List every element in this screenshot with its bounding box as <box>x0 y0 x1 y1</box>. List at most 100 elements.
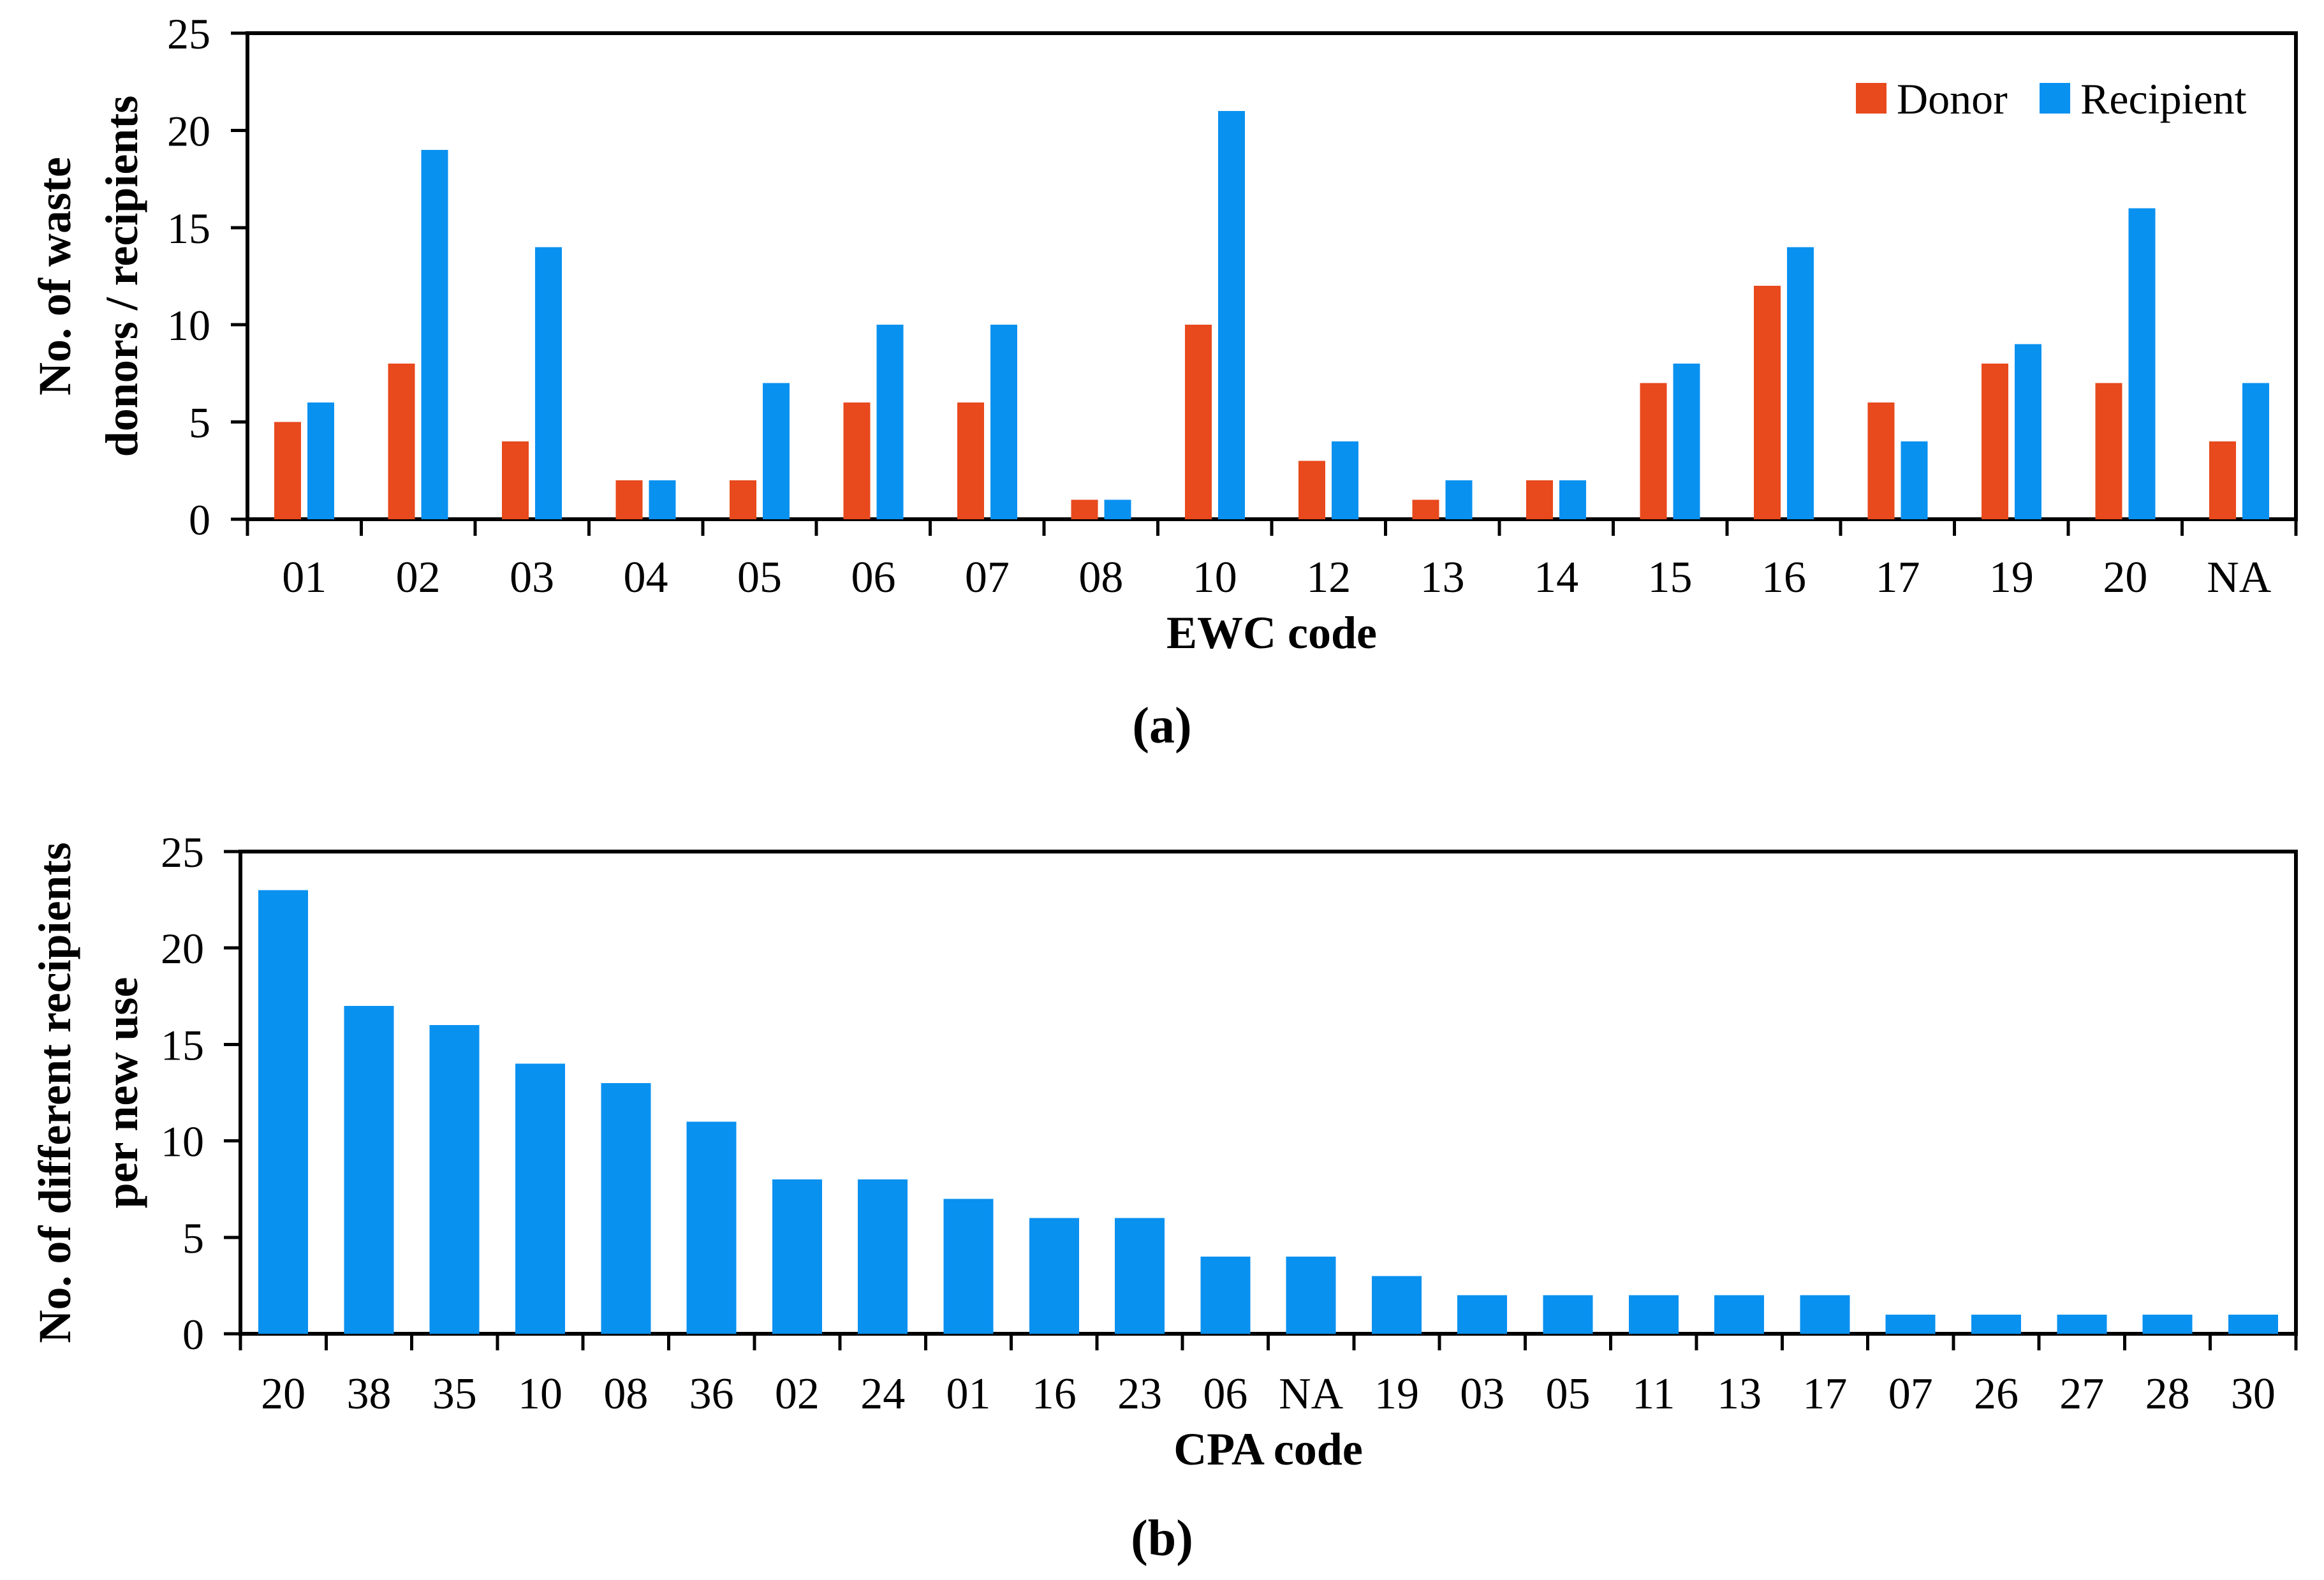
chart-a-bar-recipient-13 <box>1445 480 1473 519</box>
chart-a-bar-recipient-01 <box>307 402 335 519</box>
chart-b-xtick-label-17: 17 <box>1802 1370 1847 1419</box>
chart-a-xtick-label-15: 15 <box>1648 553 1693 602</box>
chart-b-xtick-label-38: 38 <box>346 1370 391 1419</box>
chart-b-ylabel-line-2: per new use <box>96 977 147 1209</box>
chart-a-bar-recipient-07 <box>990 325 1017 519</box>
chart-b-ytick-label-25: 25 <box>161 828 204 876</box>
chart-a-xtick-label-19: 19 <box>1989 553 2034 602</box>
chart-b-ylabel: No. of different recipients per new use <box>29 842 147 1343</box>
chart-a-bar-donor-05 <box>730 480 756 519</box>
chart-a-bar-recipient-15 <box>1673 364 1700 519</box>
chart-b-xtick-label-NA: NA <box>1279 1370 1344 1419</box>
chart-b-bar-bar-03 <box>1457 1295 1508 1334</box>
chart-b-xtick-label-01: 01 <box>946 1370 990 1419</box>
chart-b-xtick-label-26: 26 <box>1974 1370 2019 1419</box>
chart-a-bar-recipient-08 <box>1104 499 1131 519</box>
chart-a-xtick-label-12: 12 <box>1306 553 1351 602</box>
chart-a-ytick-label-25: 25 <box>167 10 210 58</box>
chart-a-xtick-label-01: 01 <box>282 553 327 602</box>
chart-b-ytick-label-15: 15 <box>161 1021 204 1069</box>
chart-b-bar-bar-17 <box>1800 1295 1850 1334</box>
chart-b-bar-bar-02 <box>772 1179 822 1334</box>
chart-a-bar-recipient-12 <box>1332 441 1359 519</box>
chart-a-bar-donor-08 <box>1071 499 1098 519</box>
chart-a-bar-donor-19 <box>1981 364 2008 519</box>
chart-a-ytick-label-20: 20 <box>167 107 210 155</box>
chart-b-bar-bar-08 <box>601 1082 651 1334</box>
chart-b-xtick-label-05: 05 <box>1546 1370 1591 1419</box>
chart-b-xtick-label-07: 07 <box>1888 1370 1933 1419</box>
chart-a-xtick-label-04: 04 <box>624 553 668 602</box>
chart-b-xtick-label-30: 30 <box>2231 1370 2276 1419</box>
chart-b-xtick-label-20: 20 <box>261 1370 305 1419</box>
chart-a-bar-donor-15 <box>1640 383 1667 519</box>
chart-b-bar-bar-38 <box>344 1005 394 1334</box>
chart-a-xtick-label-03: 03 <box>510 553 554 602</box>
chart-b-ytick-label-20: 20 <box>161 924 204 973</box>
chart-b-xtick-label-16: 16 <box>1032 1370 1077 1419</box>
chart-b-xtick-label-24: 24 <box>860 1370 905 1419</box>
chart-a-bar-donor-16 <box>1754 286 1781 519</box>
chart-a-bar-recipient-03 <box>535 247 563 519</box>
chart-a-bar-donor-06 <box>843 402 871 519</box>
chart-a-xtick-label-08: 08 <box>1078 553 1123 602</box>
chart-a-xtick-label-05: 05 <box>737 553 782 602</box>
chart-a-ytick-label-0: 0 <box>189 496 210 544</box>
chart-b-xtick-label-10: 10 <box>518 1370 563 1419</box>
chart-a-bar-recipient-04 <box>649 480 676 519</box>
chart-a-xtick-label-06: 06 <box>851 553 895 602</box>
chart-a-bar-recipient-20 <box>2128 208 2156 519</box>
chart-b-bar-bar-07 <box>1885 1314 1936 1334</box>
chart-b-bar-bar-35 <box>429 1025 480 1334</box>
chart-b-xtick-label-11: 11 <box>1632 1370 1675 1419</box>
chart-a-xtick-label-10: 10 <box>1193 553 1237 602</box>
chart-a-xtick-label-20: 20 <box>2103 553 2147 602</box>
chart-b-bar-bar-30 <box>2228 1314 2278 1334</box>
chart-b-bar-bar-10 <box>515 1063 566 1334</box>
legend-label-recipient: Recipient <box>2080 75 2247 123</box>
chart-a-bar-recipient-NA <box>2242 383 2269 519</box>
chart-a-xtick-label-14: 14 <box>1534 553 1578 602</box>
chart-a-ytick-label-5: 5 <box>189 399 210 447</box>
chart-b-bar-bar-19 <box>1371 1276 1422 1334</box>
chart-a-bar-recipient-05 <box>763 383 790 519</box>
chart-b-xtick-label-03: 03 <box>1460 1370 1504 1419</box>
chart-a-bar-donor-01 <box>274 422 302 519</box>
chart-b-xtick-label-28: 28 <box>2145 1370 2190 1419</box>
chart-a-ytick-label-15: 15 <box>167 204 210 253</box>
chart-a-bar-donor-20 <box>2095 383 2122 519</box>
chart-b-xtick-label-23: 23 <box>1117 1370 1162 1419</box>
chart-a-bar-donor-04 <box>615 480 643 519</box>
chart-a-bar-donor-10 <box>1184 325 1212 519</box>
chart-a-xtick-label-NA: NA <box>2207 553 2272 602</box>
chart-b-bar-bar-01 <box>943 1199 994 1334</box>
chart-b-ytick-label-5: 5 <box>182 1214 204 1262</box>
chart-b-ylabel-line-1: No. of different recipients <box>29 842 80 1343</box>
legend-label-donor: Donor <box>1897 75 2008 123</box>
legend-swatch-recipient <box>2040 83 2070 114</box>
chart-a-xtick-label-13: 13 <box>1420 553 1465 602</box>
chart-b-bar-bar-13 <box>1714 1295 1765 1334</box>
chart-a-xtick-label-17: 17 <box>1875 553 1920 602</box>
chart-b-bar-bar-23 <box>1115 1218 1165 1334</box>
chart-a-bar-recipient-06 <box>876 325 904 519</box>
chart-a-bar-donor-NA <box>2209 441 2236 519</box>
chart-a-bar-recipient-19 <box>2014 344 2041 519</box>
chart-a-bar-recipient-10 <box>1217 110 1245 520</box>
chart-b-xtick-label-19: 19 <box>1374 1370 1419 1419</box>
chart-b-xtick-label-13: 13 <box>1717 1370 1761 1419</box>
chart-a-bar-donor-02 <box>388 364 415 519</box>
chart-a-xtick-label-07: 07 <box>965 553 1010 602</box>
chart-b-bar-bar-24 <box>858 1179 908 1334</box>
chart-b-xtick-label-02: 02 <box>775 1370 820 1419</box>
caption-a: (a) <box>1132 698 1192 754</box>
chart-a-bar-donor-07 <box>957 402 984 519</box>
chart-b-xtick-label-36: 36 <box>689 1370 734 1419</box>
chart-b-ytick-label-0: 0 <box>182 1310 204 1359</box>
chart-a-bar-recipient-14 <box>1559 480 1587 519</box>
chart-a-ytick-label-10: 10 <box>167 301 210 350</box>
chart-a-bar-donor-12 <box>1298 461 1326 519</box>
chart-a-ylabel-line-1: No. of waste <box>29 157 80 395</box>
